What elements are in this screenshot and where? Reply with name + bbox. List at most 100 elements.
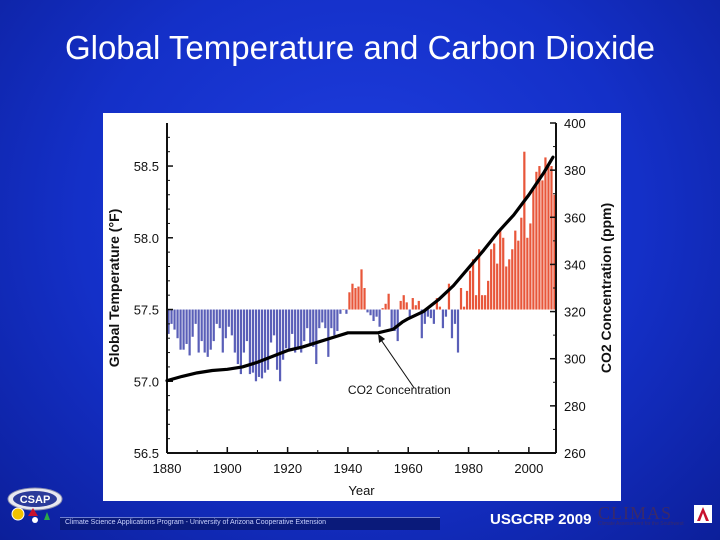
footer-program-text: Climate Science Applications Program - U…: [65, 519, 327, 526]
temperature-bar: [321, 309, 324, 323]
temperature-bar: [194, 309, 197, 324]
credit-text: USGCRP 2009: [490, 511, 592, 528]
temperature-bar: [230, 309, 233, 336]
csap-logo-text: CSAP: [20, 494, 51, 506]
temperature-bar: [242, 309, 246, 353]
x-tick-label: 1980: [454, 461, 483, 476]
temperature-bar: [435, 298, 438, 310]
temperature-bar: [405, 302, 408, 310]
temperature-bar: [327, 309, 330, 357]
temperature-bar: [245, 309, 249, 342]
temperature-bar: [257, 309, 261, 377]
temperature-bars: [167, 151, 556, 382]
right-tick-label: 280: [564, 399, 586, 414]
temperature-bar: [363, 288, 366, 310]
temperature-bar: [351, 283, 354, 310]
temperature-bar: [354, 288, 357, 310]
left-tick-label: 57.5: [134, 303, 159, 318]
co2-annotation: CO2 Concentration: [348, 383, 451, 397]
x-tick-label: 2000: [514, 461, 543, 476]
climas-logo-text: CLIMAS: [598, 503, 673, 523]
temperature-bar: [532, 187, 535, 310]
temperature-bar: [526, 237, 529, 310]
temperature-bar: [438, 306, 442, 310]
temperature-bar: [426, 309, 429, 317]
right-tick-label: 360: [564, 210, 586, 225]
temperature-bar: [499, 230, 502, 310]
temperature-bar: [465, 290, 469, 310]
x-tick-label: 1900: [213, 461, 242, 476]
temperature-bar: [239, 309, 242, 375]
temperature-bar: [342, 309, 345, 311]
temperature-bar: [233, 309, 236, 353]
temperature-bar: [523, 151, 526, 310]
temperature-bar: [508, 259, 511, 310]
temperature-bar: [417, 300, 420, 310]
temperature-bar: [315, 309, 318, 365]
temperature-bar: [197, 309, 200, 353]
temperature-bar: [553, 194, 556, 310]
temperature-bar: [511, 249, 514, 310]
temperature-bar: [384, 303, 387, 310]
temperature-bar: [288, 309, 291, 350]
co2-annotation-arrow: [380, 339, 415, 389]
temperature-bar: [357, 286, 360, 310]
x-tick-label: 1880: [153, 461, 182, 476]
temperature-bar: [309, 309, 312, 344]
temperature-bar: [339, 309, 342, 314]
temperature-bar: [200, 309, 203, 342]
temperature-bar: [285, 309, 288, 349]
x-tick-label: 1920: [273, 461, 302, 476]
temperature-bar: [324, 309, 327, 329]
temperature-bar: [173, 309, 176, 330]
right-tick-label: 380: [564, 163, 586, 178]
temperature-bar: [474, 295, 478, 310]
temperature-bar: [372, 309, 375, 321]
temperature-bar: [481, 295, 484, 310]
temperature-bar: [221, 309, 224, 353]
temperature-bar: [260, 309, 264, 379]
temperature-bar: [191, 309, 194, 337]
temperature-bar: [471, 259, 475, 310]
right-tick-label: 340: [564, 257, 586, 272]
temperature-bar: [300, 309, 303, 353]
temperature-bar: [447, 283, 451, 310]
temperature-bar: [218, 309, 221, 329]
temperature-bar: [450, 309, 454, 339]
temperature-bar: [505, 266, 508, 310]
temperature-bar: [375, 309, 378, 317]
temperature-bar: [272, 309, 276, 336]
temperature-bar: [529, 223, 532, 310]
temperature-bar: [550, 166, 553, 310]
temperature-bar: [547, 166, 550, 310]
temperature-bar: [538, 166, 541, 310]
temperature-bar: [303, 309, 306, 342]
temperature-co2-chart: 56.5 57.0 57.5 58.0 58.5 260 280 300 320 340 360 3…: [106, 116, 614, 498]
temperature-bar: [224, 309, 227, 339]
temperature-bar: [387, 293, 390, 310]
temperature-bar: [462, 306, 466, 310]
temperature-bar: [212, 309, 215, 342]
temperature-bar: [312, 309, 315, 347]
left-tick-label: 56.5: [134, 446, 159, 461]
right-tick-label: 260: [564, 446, 586, 461]
temperature-bar: [306, 309, 309, 329]
temperature-bar: [411, 298, 414, 310]
x-axis-label: Year: [348, 483, 375, 498]
temperature-bar: [251, 309, 255, 373]
temperature-bar: [390, 309, 393, 332]
temperature-bar: [478, 249, 481, 310]
temperature-bar: [266, 309, 270, 370]
temperature-bar: [333, 309, 336, 336]
temperature-bar: [336, 309, 339, 332]
temperature-bar: [402, 295, 405, 310]
temperature-bar: [378, 309, 381, 327]
temperature-bar: [360, 269, 363, 310]
temperature-bar: [423, 309, 426, 324]
y-axis-label: Global Temperature (°F): [106, 209, 122, 368]
temperature-bar: [432, 309, 435, 324]
temperature-bar: [456, 309, 460, 353]
temperature-bar: [487, 280, 490, 310]
temperature-bar: [209, 309, 212, 350]
x-tick-label: 1960: [394, 461, 423, 476]
